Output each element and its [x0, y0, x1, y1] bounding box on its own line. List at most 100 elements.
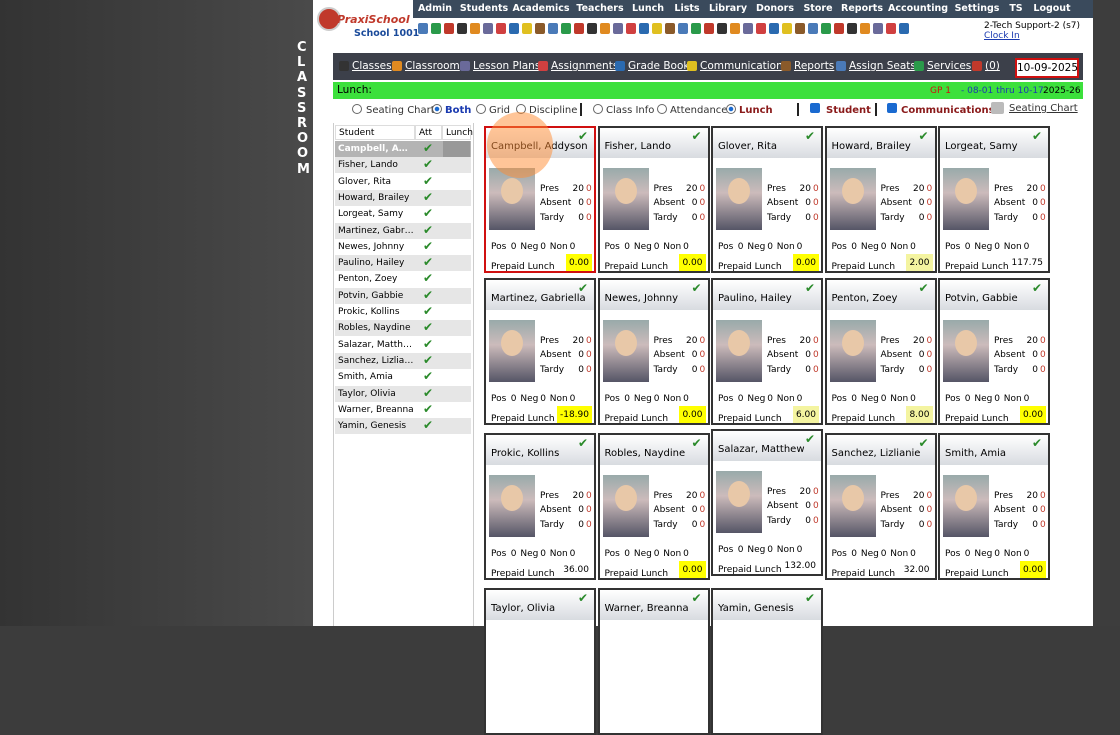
seating-link[interactable]: Seating Chart — [1009, 103, 1078, 114]
table-student[interactable]: Campbell, Addyson — [338, 144, 414, 154]
toolbar-icon[interactable] — [574, 23, 584, 34]
table-row[interactable] — [335, 222, 471, 239]
table-student[interactable]: Warner, Breanna — [338, 404, 414, 415]
toolbar-link[interactable]: Classroom — [405, 60, 460, 72]
student-card[interactable]: Newes, Johnny ✔ Pres 20 0 Absent 0 0 Tardy 0 0 Pos 0… — [597, 278, 710, 425]
student-card[interactable]: Warner, Breanna ✔ — [597, 588, 710, 735]
toolbar-icon[interactable] — [795, 23, 805, 34]
table-student[interactable]: Penton, Zoey — [338, 274, 398, 285]
table-row[interactable] — [335, 320, 471, 337]
nav-item[interactable]: Store — [803, 3, 833, 14]
card-name[interactable]: Newes, Johnny — [604, 293, 679, 304]
table-row[interactable] — [335, 255, 471, 272]
toolbar-icon[interactable] — [483, 23, 493, 34]
toolbar-link[interactable]: Reports — [794, 60, 835, 72]
toolbar-icon[interactable] — [808, 23, 818, 34]
toolbar-icon[interactable] — [652, 23, 662, 34]
view-option[interactable]: Both — [445, 105, 472, 116]
toolbar-icon[interactable] — [834, 23, 844, 34]
student-card[interactable]: Taylor, Olivia ✔ — [484, 588, 596, 735]
student-card[interactable]: Prokic, Kollins ✔ Pres 20 0 Absent 0 0 Tardy 0 0 Po… — [484, 433, 596, 580]
card-name[interactable]: Smith, Amia — [945, 448, 1006, 459]
table-row[interactable] — [335, 173, 471, 190]
card-name[interactable]: Potvin, Gabbie — [945, 293, 1018, 304]
table-row[interactable] — [335, 287, 471, 304]
check-option[interactable]: Communications — [901, 105, 995, 116]
toolbar-link[interactable]: Assignments — [551, 60, 619, 72]
student-card[interactable]: Yamin, Genesis ✔ — [711, 588, 823, 735]
toolbar-icon[interactable] — [730, 23, 740, 34]
display-option[interactable]: Class Info — [606, 105, 655, 116]
toolbar-icon[interactable] — [535, 23, 545, 34]
toolbar-icon[interactable] — [678, 23, 688, 34]
table-row[interactable] — [335, 401, 471, 418]
toolbar-icon[interactable] — [613, 23, 623, 34]
card-name[interactable]: Salazar, Matthew — [718, 444, 805, 455]
display-option[interactable]: Lunch — [739, 105, 773, 116]
toolbar-icon[interactable] — [548, 23, 558, 34]
radio[interactable] — [352, 104, 362, 114]
card-name[interactable]: Lorgeat, Samy — [945, 141, 1018, 152]
view-option[interactable]: Seating Chart — [366, 105, 435, 116]
toolbar-link[interactable]: Services — [927, 60, 972, 72]
student-card[interactable]: Potvin, Gabbie ✔ Pres 20 0 Absent 0 0 Tardy 0 0 Pos… — [938, 278, 1050, 425]
table-student[interactable]: Glover, Rita — [338, 176, 392, 187]
date-box[interactable]: 10-09-2025 — [1015, 58, 1079, 78]
card-name[interactable]: Fisher, Lando — [604, 141, 671, 152]
table-student[interactable]: Yamin, Genesis — [338, 421, 407, 432]
toolbar-icon[interactable] — [470, 23, 480, 34]
student-card[interactable]: Penton, Zoey ✔ Pres 20 0 Absent 0 0 Tardy 0 0 Pos 0 N… — [824, 278, 937, 425]
card-name[interactable]: Taylor, Olivia — [491, 603, 556, 614]
card-name[interactable]: Robles, Naydine — [604, 448, 686, 459]
card-name[interactable]: Prokic, Kollins — [491, 448, 560, 459]
toolbar-icon[interactable] — [587, 23, 597, 34]
radio[interactable] — [657, 104, 667, 114]
nav-item[interactable]: Lunch — [632, 3, 664, 14]
toolbar-icon[interactable] — [418, 23, 428, 34]
card-name[interactable]: Glover, Rita — [718, 141, 777, 152]
clock-in[interactable]: Clock In — [984, 31, 1020, 41]
table-row[interactable] — [335, 352, 471, 369]
table-student[interactable]: Robles, Naydine — [338, 323, 411, 334]
table-student[interactable]: Potvin, Gabbie — [338, 290, 404, 301]
student-card[interactable]: Paulino, Hailey ✔ Pres 20 0 Absent 0 0 Tardy 0 0 Po… — [711, 278, 823, 425]
table-student[interactable]: Lorgeat, Samy — [338, 209, 404, 220]
table-row[interactable] — [335, 189, 471, 206]
table-row[interactable] — [335, 385, 471, 402]
nav-item[interactable]: TS — [1009, 3, 1023, 14]
table-student[interactable]: Smith, Amia — [338, 372, 393, 383]
table-student[interactable]: Newes, Johnny — [338, 241, 405, 252]
toolbar-link[interactable]: Communications — [700, 60, 789, 72]
toolbar-link[interactable]: Classes — [352, 60, 392, 72]
student-card[interactable]: Fisher, Lando ✔ Pres 20 0 Absent 0 0 Tardy 0 0 Pos 0… — [597, 126, 710, 273]
nav-item[interactable]: Lists — [674, 3, 700, 14]
table-student[interactable]: Martinez, Gabriella — [338, 225, 414, 236]
table-student[interactable]: Paulino, Hailey — [338, 258, 405, 269]
view-option[interactable]: Grid — [489, 105, 510, 116]
table-row[interactable] — [335, 271, 471, 288]
toolbar-icon[interactable] — [782, 23, 792, 34]
student-card[interactable]: Robles, Naydine ✔ Pres 20 0 Absent 0 0 Tardy 0 0 Po… — [597, 433, 710, 580]
nav-item[interactable]: Settings — [954, 3, 1000, 14]
toolbar-icon[interactable] — [691, 23, 701, 34]
toolbar-icon[interactable] — [899, 23, 909, 34]
toolbar-link[interactable]: Lesson Plans — [473, 60, 541, 72]
toolbar-icon[interactable] — [600, 23, 610, 34]
nav-item[interactable]: Admin — [417, 3, 453, 14]
display-option[interactable]: Attendance — [670, 105, 728, 116]
toolbar-icon[interactable] — [847, 23, 857, 34]
nav-item[interactable]: Donors — [755, 3, 795, 14]
toolbar-link[interactable]: Grade Book — [628, 60, 690, 72]
toolbar-icon[interactable] — [561, 23, 571, 34]
radio[interactable] — [726, 104, 736, 114]
toolbar-icon[interactable] — [626, 23, 636, 34]
toolbar-icon[interactable] — [509, 23, 519, 34]
table-row[interactable] — [335, 304, 471, 320]
student-card[interactable]: Sanchez, Lizlianie ✔ Pres 20 0 Absent 0 0 Tardy 0… — [824, 433, 937, 580]
table-row[interactable] — [335, 418, 471, 435]
student-card[interactable]: Lorgeat, Samy ✔ Pres 20 0 Absent 0 0 Tardy 0 0 Pos 0… — [938, 126, 1050, 273]
card-name[interactable]: Martinez, Gabriella — [491, 293, 586, 304]
radio[interactable] — [476, 104, 486, 114]
toolbar-icon[interactable] — [444, 23, 454, 34]
toolbar-link[interactable]: Assign Seats — [849, 60, 916, 72]
